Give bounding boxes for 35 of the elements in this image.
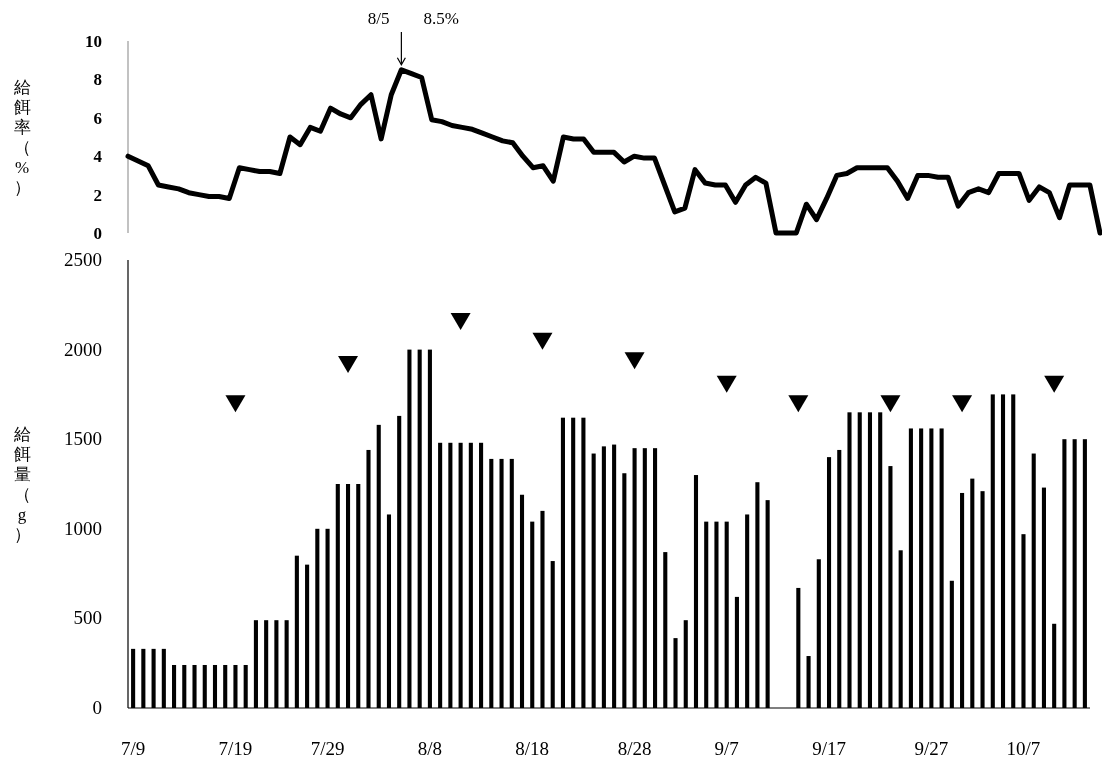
y-tick-label: 2500 bbox=[64, 249, 102, 270]
x-tick-label: 8/8 bbox=[417, 738, 443, 759]
x-tick-label: 7/29 bbox=[310, 738, 345, 759]
point bbox=[1044, 375, 1065, 393]
x-tick-label: 10/7 bbox=[1006, 738, 1041, 759]
y-axis-title: 給餌率（%） bbox=[12, 78, 31, 197]
y-tick-label: 0 bbox=[92, 697, 102, 718]
point bbox=[532, 332, 553, 350]
point bbox=[450, 312, 471, 330]
x-tick-label: 7/9 bbox=[120, 738, 146, 759]
point bbox=[952, 395, 973, 413]
x-tick-label: 9/27 bbox=[914, 738, 949, 759]
y-tick-label: 0 bbox=[93, 224, 102, 243]
annotation: 8/5 8.5% bbox=[367, 9, 459, 28]
y-tick-label: 8 bbox=[93, 70, 102, 90]
x-tick-label: 7/19 bbox=[218, 738, 253, 759]
y-axis-title: 給餌量（g） bbox=[12, 425, 31, 544]
point bbox=[788, 395, 809, 413]
point bbox=[716, 375, 737, 393]
x-tick-label: 8/18 bbox=[515, 738, 550, 759]
y-tick-label: 4 bbox=[93, 147, 103, 167]
y-tick-label: 6 bbox=[93, 108, 102, 128]
y-tick-label: 2000 bbox=[64, 338, 102, 360]
point bbox=[225, 395, 246, 413]
y-tick-label: 10 bbox=[85, 32, 102, 51]
y-tick-label: 2 bbox=[93, 185, 102, 205]
x-tick-label: 9/17 bbox=[812, 738, 846, 759]
point bbox=[624, 352, 645, 370]
point bbox=[338, 355, 359, 373]
y-tick-label: 1000 bbox=[64, 517, 102, 539]
point bbox=[880, 395, 901, 413]
x-tick-label: 9/7 bbox=[714, 738, 739, 759]
y-tick-label: 500 bbox=[73, 607, 102, 629]
y-tick-label: 1500 bbox=[64, 428, 102, 450]
x-tick-label: 8/28 bbox=[617, 738, 652, 759]
